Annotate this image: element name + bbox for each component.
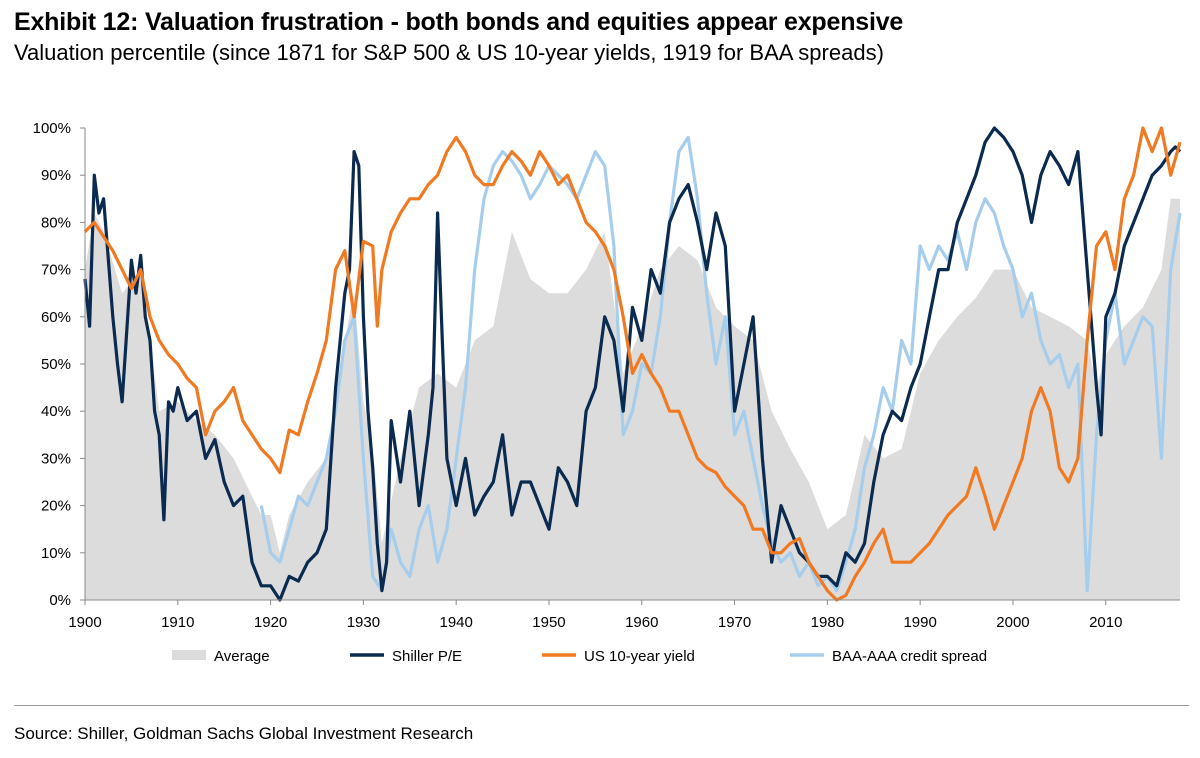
legend: Average Shiller P/E US 10-year yield BAA-AA…	[172, 648, 987, 665]
x-tick-label: 1960	[625, 614, 658, 631]
x-tick-label: 1920	[254, 614, 287, 631]
y-tick-label: 100%	[33, 120, 71, 137]
y-tick-label: 20%	[41, 498, 71, 515]
series-line-shiller-p-e	[83, 126, 1182, 602]
legend-swatch-average	[172, 650, 206, 660]
x-tick-label: 1950	[532, 614, 565, 631]
y-tick-label: 90%	[41, 167, 71, 184]
x-tick-label: 1940	[439, 614, 472, 631]
x-tick-label: 1900	[68, 614, 101, 631]
series-line-us-10-year-yield	[83, 126, 1182, 602]
x-tick-label: 1970	[718, 614, 751, 631]
plot-area	[83, 126, 1182, 602]
legend-label-average: Average	[214, 648, 270, 665]
y-tick-label: 60%	[41, 309, 71, 326]
y-tick-label: 40%	[41, 403, 71, 420]
y-tick-label: 50%	[41, 356, 71, 373]
legend-label-us-10-year-yield: US 10-year yield	[584, 648, 695, 665]
x-tick-label: 1980	[811, 614, 844, 631]
y-tick-label: 70%	[41, 262, 71, 279]
source-note: Source: Shiller, Goldman Sachs Global In…	[14, 724, 474, 743]
legend-label-shiller-p-e: Shiller P/E	[392, 648, 462, 665]
y-tick-label: 0%	[49, 592, 71, 609]
y-tick-label: 80%	[41, 214, 71, 231]
x-tick-label: 2000	[996, 614, 1029, 631]
divider-line	[14, 705, 1189, 706]
series-line-baa-aaa-credit-spread	[259, 135, 1182, 593]
valuation-chart: 0% 10% 20% 30% 40% 50% 60% 70% 80% 90% 100% 1900 191…	[33, 120, 1182, 665]
x-tick-label: 1910	[161, 614, 194, 631]
x-tick-label: 2010	[1089, 614, 1122, 631]
chart-title: Exhibit 12: Valuation frustration - both…	[14, 8, 904, 36]
y-tick-label: 30%	[41, 450, 71, 467]
x-tick-label: 1990	[903, 614, 936, 631]
series-area-average	[85, 198, 1180, 601]
x-tick-label: 1930	[347, 614, 380, 631]
y-tick-label: 10%	[41, 545, 71, 562]
chart-subtitle: Valuation percentile (since 1871 for S&P…	[14, 40, 884, 65]
legend-label-baa-aaa-credit-spread: BAA-AAA credit spread	[832, 648, 987, 665]
axes: 0% 10% 20% 30% 40% 50% 60% 70% 80% 90% 100% 1900 191…	[33, 120, 1180, 631]
